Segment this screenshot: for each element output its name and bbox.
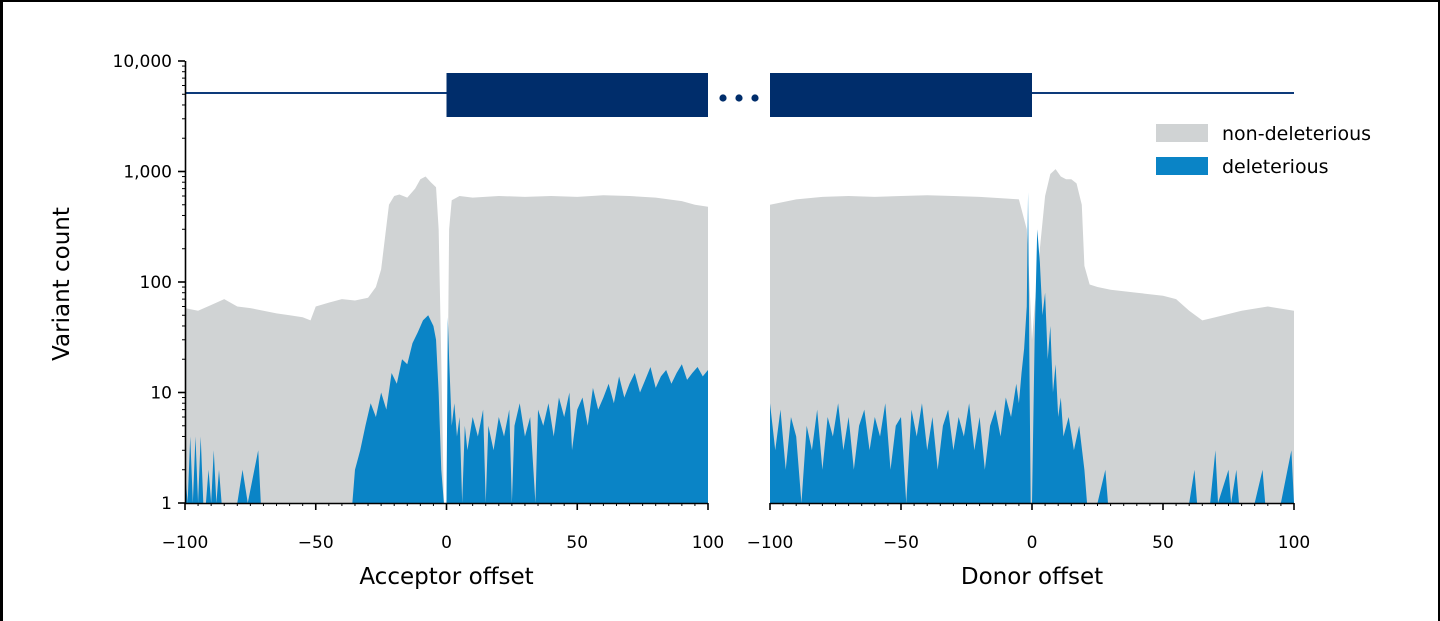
legend-label-0: non-deleterious (1222, 123, 1371, 145)
exon-right (770, 73, 1032, 117)
y-tick-label: 1 (161, 494, 172, 514)
legend-label-1: deleterious (1222, 156, 1329, 178)
legend-swatch-1 (1156, 157, 1208, 175)
y-tick-label: 10,000 (113, 52, 172, 72)
x-tick-label: 50 (1152, 533, 1174, 553)
ellipsis-dot (719, 94, 727, 102)
y-axis-title: Variant count (49, 207, 75, 361)
y-tick-label: 1,000 (123, 163, 172, 183)
x-tick-label: −50 (883, 533, 919, 553)
y-axis: 1 10 100 1,000 10,000 (113, 52, 187, 514)
chart-panels: −100 −50 0 50 100 Acceptor offset −100 −50 0 50 10… (162, 169, 1310, 590)
x-axis-title-panel-0: Acceptor offset (359, 564, 533, 590)
legend-swatch-0 (1156, 124, 1208, 142)
y-tick-label: 10 (150, 384, 172, 404)
gene-diagram (185, 73, 1294, 117)
area-deleterious-panel-1 (770, 192, 1294, 504)
x-tick-label: 100 (1278, 533, 1310, 553)
x-tick-label: 0 (1027, 533, 1038, 553)
x-tick-label: −100 (747, 533, 794, 553)
panel-1: −100 −50 0 50 100 Donor offset (747, 169, 1310, 590)
x-tick-label: −100 (162, 533, 209, 553)
exon-left (446, 73, 708, 117)
area-deleterious-panel-0 (185, 315, 708, 503)
legend: non-deleterious deleterious (1156, 123, 1371, 178)
x-tick-label: −50 (298, 533, 334, 553)
x-tick-label: 0 (441, 533, 452, 553)
y-tick-label: 100 (140, 273, 172, 293)
x-tick-label: 50 (566, 533, 588, 553)
ellipsis-dot (751, 94, 759, 102)
x-axis-title-panel-1: Donor offset (961, 564, 1103, 590)
x-tick-label: 100 (692, 533, 724, 553)
ellipsis-dot (735, 94, 743, 102)
panel-0: −100 −50 0 50 100 Acceptor offset (162, 176, 724, 590)
